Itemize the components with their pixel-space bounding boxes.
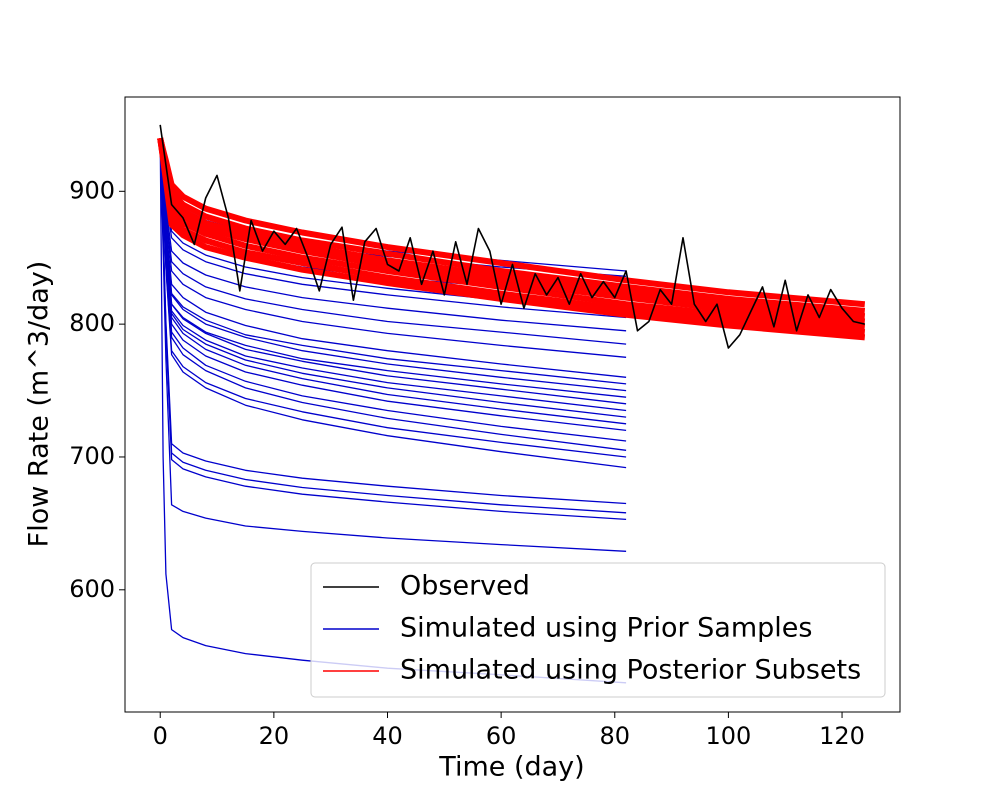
legend-box <box>310 562 886 698</box>
x-tick-label: 60 <box>486 722 517 750</box>
x-axis-label: Time (day) <box>438 752 584 783</box>
series-line <box>159 138 627 552</box>
series-line <box>159 138 627 378</box>
series-line <box>159 138 627 469</box>
plot-frame <box>124 96 901 713</box>
y-tick-label: 600 <box>69 575 115 603</box>
x-tick-label: 120 <box>819 722 865 750</box>
y-tick-label: 700 <box>69 442 115 470</box>
legend-label: Simulated using Posterior Subsets <box>400 655 861 686</box>
x-tick-label: 100 <box>706 722 752 750</box>
x-tick-label: 20 <box>259 722 290 750</box>
x-tick-label: 80 <box>599 722 630 750</box>
series-line <box>159 124 865 349</box>
y-axis-label: Flow Rate (m^3/day) <box>24 261 55 548</box>
y-tick-label: 800 <box>69 309 115 337</box>
plot-area <box>157 124 866 684</box>
legend-label: Observed <box>400 571 530 602</box>
x-tick-label: 40 <box>372 722 403 750</box>
y-tick-label: 900 <box>69 176 115 204</box>
legend-label: Simulated using Prior Samples <box>400 613 812 644</box>
x-tick-label: 0 <box>153 722 168 750</box>
